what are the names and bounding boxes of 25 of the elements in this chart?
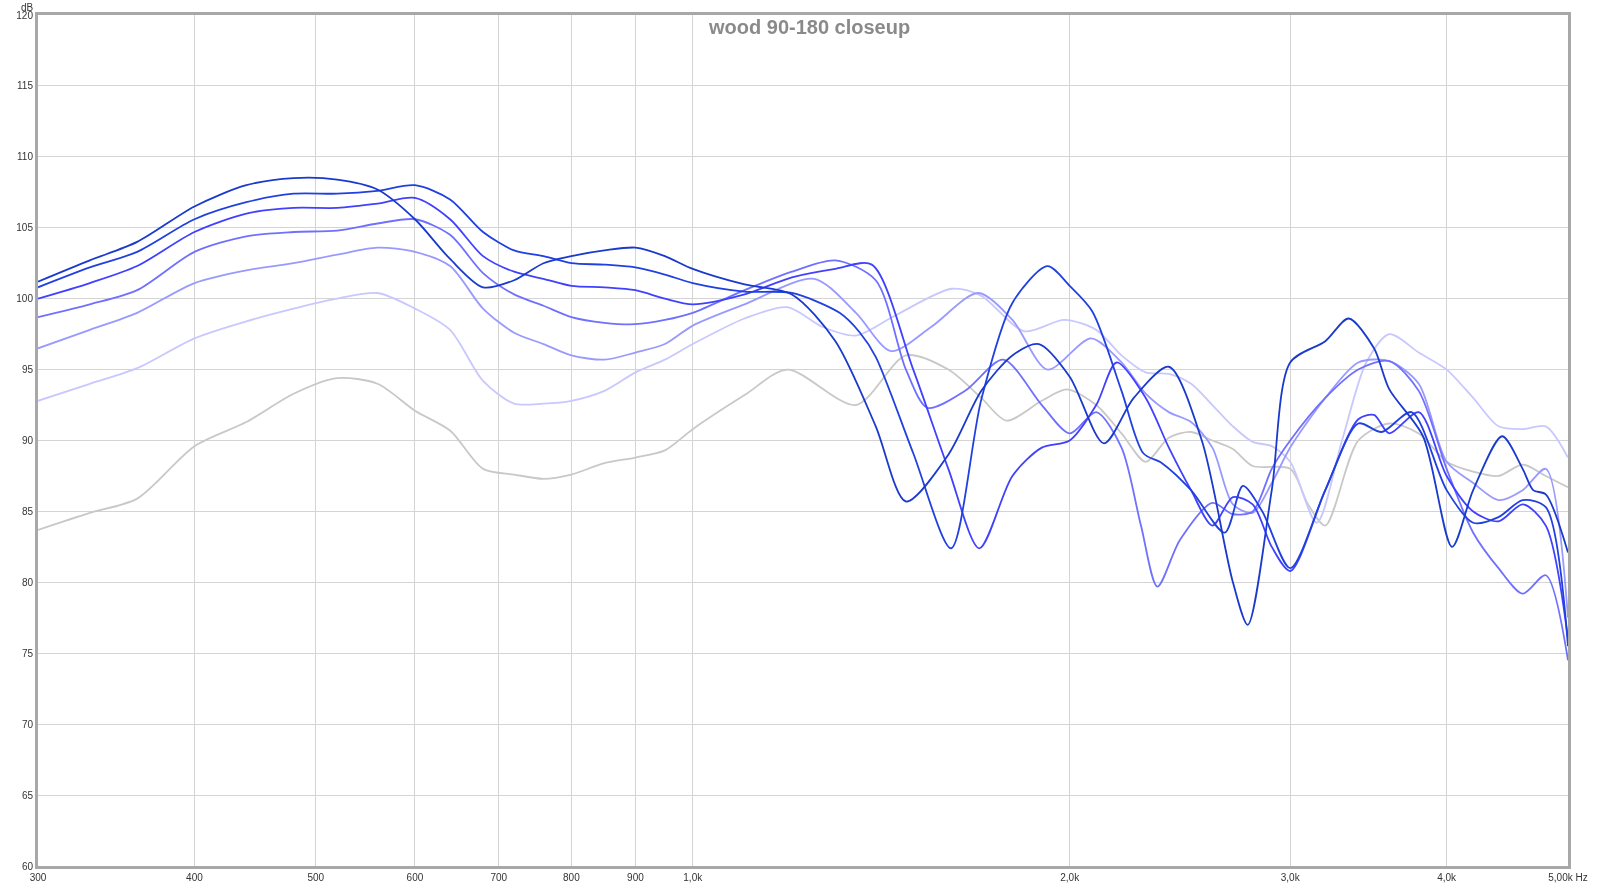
- x-tick-label: 4,0k: [1437, 872, 1458, 883]
- x-tick-label: 300: [29, 872, 47, 883]
- x-tick-label: 800: [563, 872, 581, 883]
- y-tick-label: 100: [16, 293, 34, 305]
- x-tick-label: 900: [627, 872, 645, 883]
- x-tick-label: 3,0k: [1280, 872, 1301, 883]
- chart-title: wood 90-180 closeup: [708, 16, 911, 38]
- y-tick-label: 115: [17, 80, 34, 92]
- y-tick-label: 85: [21, 505, 34, 517]
- x-tick-label: 400: [186, 872, 204, 883]
- y-tick-label: 70: [21, 718, 34, 730]
- y-tick-label: 60: [21, 860, 34, 872]
- y-tick-label: 105: [16, 222, 34, 234]
- y-tick-label: 95: [21, 364, 34, 376]
- y-tick-label: 110: [17, 151, 34, 163]
- y-tick-label: 75: [21, 647, 34, 659]
- x-tick-label: 600: [406, 872, 424, 883]
- y-tick-label: 65: [21, 789, 34, 801]
- x-tick-label: 500: [307, 872, 325, 883]
- x-tick-label: 5,00k Hz: [1548, 872, 1588, 883]
- x-tick-label: 2,0k: [1060, 872, 1081, 883]
- x-tick-label: 700: [490, 872, 508, 883]
- y-tick-label: 90: [21, 435, 34, 446]
- y-tick-label: 80: [21, 576, 34, 588]
- x-tick-label: 1,0k: [683, 872, 704, 883]
